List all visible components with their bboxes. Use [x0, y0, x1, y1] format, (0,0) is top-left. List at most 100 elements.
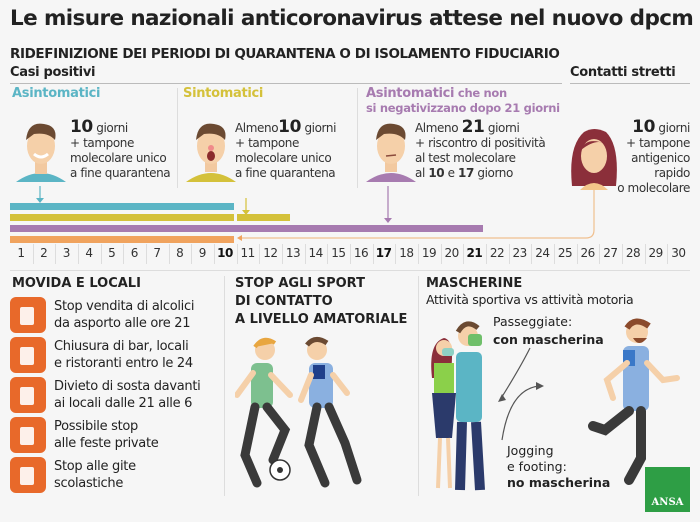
sport-title: STOP AGLI SPORT DI CONTATTO A LIVELLO AMAT… [235, 276, 408, 327]
page-title: Le misure nazionali anticoronavirus atte… [10, 6, 694, 31]
day-label: 8 [176, 246, 184, 260]
day-label: 16 [353, 246, 369, 260]
movida-item: Chiusura di bar, locali e ristoranti entr… [54, 339, 193, 371]
day-label: 2 [40, 246, 48, 260]
timeline-bar [10, 225, 483, 232]
day-label: 18 [399, 246, 414, 260]
day-separator [32, 244, 34, 264]
day-label: 26 [580, 246, 596, 260]
masks-title: MASCHERINE [426, 276, 523, 291]
day-label: 24 [535, 246, 550, 260]
masks-subtitle: Attività sportiva vs attività motoria [426, 292, 634, 307]
contact-woman-icon [571, 129, 617, 190]
movida-item: Divieto di sosta davanti ai locali dalle … [54, 379, 201, 411]
day-separator [259, 244, 261, 264]
day-label: 15 [331, 246, 346, 260]
movida-item: Stop vendita di alcolici da asporto alle … [54, 299, 195, 331]
day-separator [168, 244, 170, 264]
asymptomatic-man-icon [16, 123, 66, 182]
day-separator [667, 244, 669, 264]
school-trip-icon [10, 457, 46, 493]
day-separator [100, 244, 102, 264]
day-label: 19 [421, 246, 437, 260]
day-separator [395, 244, 397, 264]
day-separator [372, 244, 374, 264]
group-persistent-title: Asintomatici che non [366, 86, 507, 101]
symptomatic-man-icon [186, 123, 236, 182]
asymptomatic-description: 10 giorni + tampone molecolare unico a fin… [70, 117, 171, 181]
divider [224, 276, 225, 496]
day-separator [214, 244, 215, 264]
walking-couple-illustration [431, 321, 544, 491]
day-separator [55, 244, 57, 264]
persistent-positive-man-icon [366, 123, 416, 182]
day-label: 23 [512, 246, 528, 260]
day-label: 20 [444, 246, 460, 260]
movida-item: Possibile stop alle feste private [54, 419, 159, 451]
beer-mug-icon [10, 297, 46, 333]
divider [570, 83, 690, 84]
day-separator [146, 244, 147, 264]
day-separator [350, 244, 351, 264]
day-label: 11 [240, 246, 256, 260]
day-label: 1 [17, 246, 25, 260]
ansa-logo: ANSA [645, 467, 690, 512]
timeline-arrows [36, 186, 595, 241]
day-separator [191, 244, 193, 264]
day-separator [236, 244, 238, 264]
timeline-bar [259, 214, 291, 221]
quarantine-subtitle: RIDEFINIZIONE DEI PERIODI DI QUARANTENA … [10, 46, 560, 62]
day-label: 21 [466, 246, 483, 260]
day-separator [508, 244, 510, 264]
day-separator [486, 244, 487, 264]
timeline-bar [10, 203, 234, 210]
football-players-illustration [235, 337, 362, 488]
crowd-icon [10, 377, 46, 413]
day-separator [622, 244, 623, 264]
day-label: 17 [375, 246, 392, 260]
divider [10, 270, 690, 271]
day-label: 22 [489, 246, 505, 260]
divider [357, 88, 358, 188]
jogger-illustration [588, 318, 680, 485]
movida-item: Stop alle gite scolastiche [54, 459, 136, 491]
day-label: 9 [198, 246, 207, 260]
day-label: 29 [648, 246, 664, 260]
day-label: 27 [603, 246, 618, 260]
day-label: 30 [671, 246, 686, 260]
divider [177, 88, 178, 188]
day-separator [531, 244, 533, 264]
cutlery-icon [10, 337, 46, 373]
day-separator [123, 244, 125, 264]
group-persistent-subtitle: si negativizzano dopo 21 giorni [366, 101, 560, 115]
day-label: 4 [85, 246, 93, 260]
day-label: 14 [308, 246, 324, 260]
day-separator [644, 244, 646, 264]
day-separator [440, 244, 442, 264]
day-label: 7 [153, 246, 161, 260]
group-asymptomatic-title: Asintomatici [12, 86, 101, 101]
day-separator [78, 244, 79, 264]
divider [10, 83, 562, 84]
timeline-bar [10, 236, 234, 243]
symptomatic-description: Almeno10 giorni + tampone molecolare unic… [235, 117, 337, 181]
divider [418, 276, 419, 496]
timeline-bar [10, 214, 234, 221]
day-separator [304, 244, 306, 264]
day-separator [599, 244, 601, 264]
day-separator [327, 244, 329, 264]
day-label: 10 [217, 246, 233, 260]
movida-title: MOVIDA E LOCALI [12, 276, 141, 291]
day-label: 5 [108, 246, 116, 260]
walk-label: Passeggiate: con mascherina [493, 314, 604, 347]
persistent-description: Almeno 21 giorni + riscontro di positivi… [415, 117, 546, 181]
day-label: 6 [130, 246, 139, 260]
day-label: 25 [557, 246, 573, 260]
group-symptomatic-title: Sintomatici [183, 86, 264, 101]
jog-label: Jogging e footing: no mascherina [507, 443, 611, 490]
day-label: 12 [263, 246, 278, 260]
timeline-bar [236, 214, 275, 221]
party-table-icon [10, 417, 46, 453]
day-separator [554, 244, 555, 264]
day-label: 3 [62, 246, 71, 260]
